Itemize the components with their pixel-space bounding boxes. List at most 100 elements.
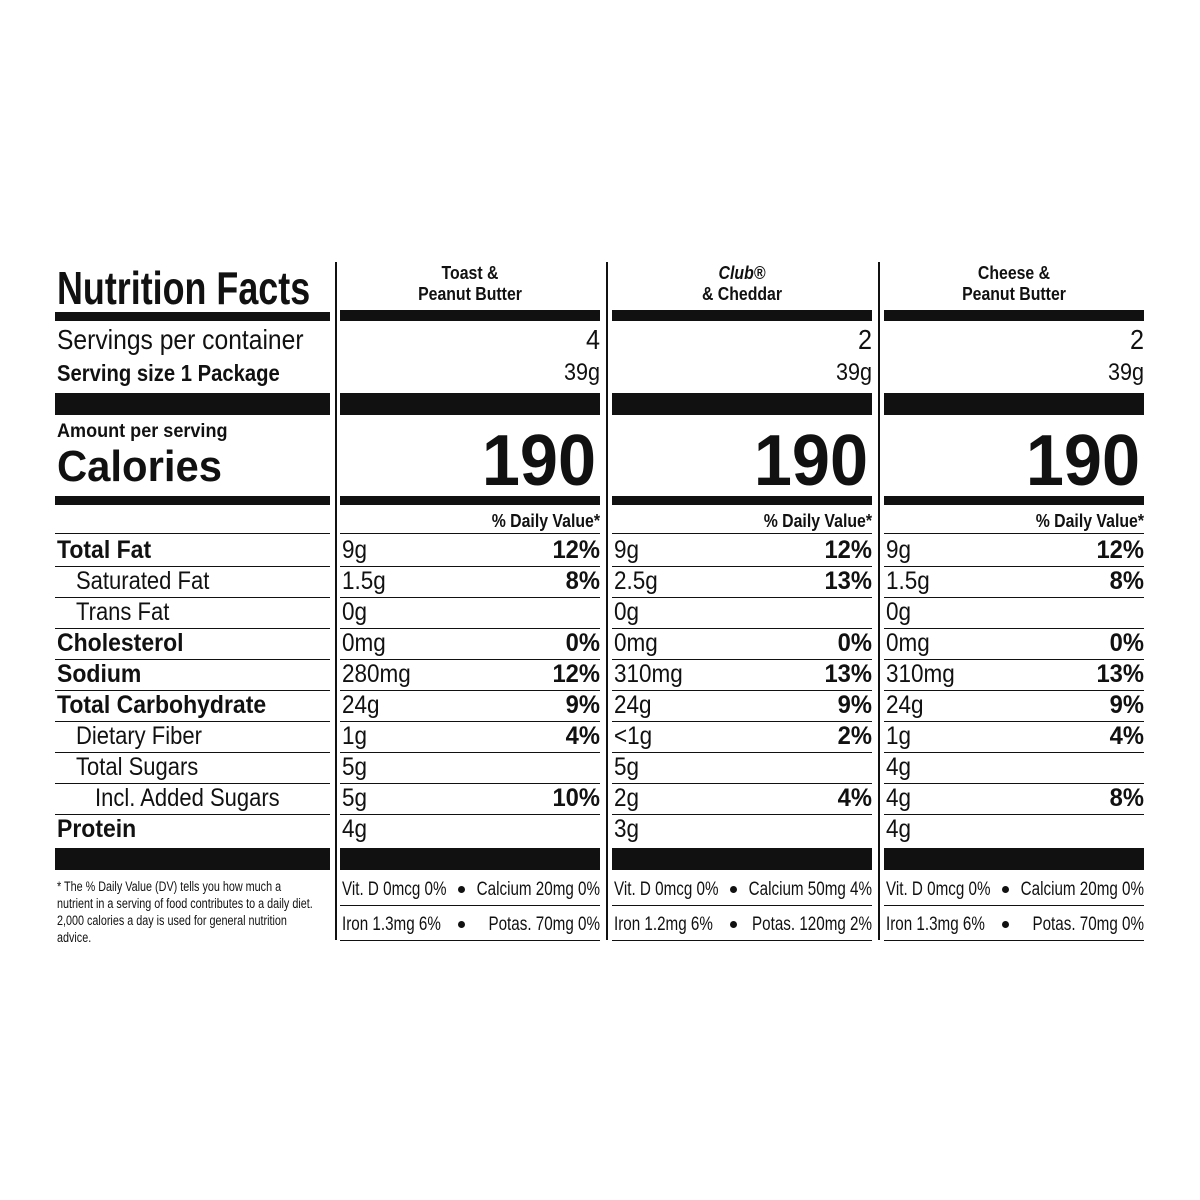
rule: [340, 393, 600, 415]
nutrient-name: Incl. Added Sugars: [95, 783, 280, 812]
amount: 9g: [342, 535, 368, 564]
product-name: Toast &: [441, 263, 499, 283]
rule: [884, 940, 1144, 941]
rule: [612, 393, 872, 415]
daily-value: 9%: [837, 690, 872, 719]
amount: 310mg: [886, 659, 955, 688]
servings-label: Servings per container: [57, 324, 304, 355]
amount: 1g: [886, 721, 912, 750]
rule: [340, 940, 600, 941]
rule: [884, 848, 1144, 870]
rule: [340, 628, 600, 629]
rule: [612, 905, 872, 906]
rule: [55, 312, 330, 321]
rule: [55, 393, 330, 415]
serving-size-value: 39g: [563, 359, 600, 386]
rule: [612, 533, 872, 534]
rule: [884, 905, 1144, 906]
rule: [884, 496, 1144, 505]
amount: 9g: [614, 535, 640, 564]
daily-value: 4%: [1109, 721, 1144, 750]
separator-dot: [730, 886, 737, 893]
rule: [612, 597, 872, 598]
amount: 5g: [342, 783, 368, 812]
rule: [55, 814, 330, 815]
amount: 2g: [614, 783, 640, 812]
servings-value: 2: [1129, 324, 1144, 355]
separator-dot: [730, 921, 737, 928]
dv-header: % Daily Value*: [763, 511, 872, 531]
rule: [612, 848, 872, 870]
daily-value: 13%: [824, 566, 872, 595]
product-name: Peanut Butter: [418, 284, 522, 304]
rule: [340, 721, 600, 722]
rule: [340, 533, 600, 534]
amount: 24g: [614, 690, 652, 719]
rule: [884, 566, 1144, 567]
vitamin: Calcium 20mg 0%: [476, 878, 600, 900]
amount: 5g: [342, 752, 368, 781]
rule: [55, 566, 330, 567]
rule: [884, 597, 1144, 598]
dv-header: % Daily Value*: [491, 511, 600, 531]
rule: [612, 310, 872, 321]
serving-size-value: 39g: [1107, 359, 1144, 386]
daily-value: 8%: [1109, 783, 1144, 812]
rule: [55, 659, 330, 660]
daily-value: 9%: [565, 690, 600, 719]
product-name: Cheese &: [977, 263, 1051, 283]
vitamin: Potas. 70mg 0%: [1032, 913, 1144, 935]
daily-value: 4%: [837, 783, 872, 812]
amount: <1g: [614, 721, 653, 750]
separator-dot: [1002, 886, 1009, 893]
rule: [884, 628, 1144, 629]
amount: 2.5g: [614, 566, 658, 595]
amount: 24g: [342, 690, 380, 719]
amount: 1g: [342, 721, 368, 750]
nutrient-name: Saturated Fat: [76, 566, 210, 595]
rule: [612, 814, 872, 815]
daily-value: 2%: [837, 721, 872, 750]
rule: [884, 310, 1144, 321]
rule: [884, 533, 1144, 534]
rule: [340, 597, 600, 598]
serving-size-label: Serving size 1 Package: [57, 359, 280, 386]
rule: [884, 814, 1144, 815]
rule: [612, 659, 872, 660]
rule: [884, 721, 1144, 722]
amount: 0mg: [614, 628, 658, 657]
separator-dot: [458, 886, 465, 893]
rule: [340, 814, 600, 815]
nutrient-name: Total Fat: [57, 535, 152, 564]
vitamin: Vit. D 0mcg 0%: [614, 878, 719, 900]
dv-header: % Daily Value*: [1035, 511, 1144, 531]
daily-value: 0%: [1109, 628, 1144, 657]
daily-value: 13%: [1096, 659, 1144, 688]
rule: [884, 659, 1144, 660]
rule: [612, 628, 872, 629]
vitamin: Calcium 50mg 4%: [748, 878, 872, 900]
rule: [612, 752, 872, 753]
vitamin: Calcium 20mg 0%: [1020, 878, 1144, 900]
rule: [340, 566, 600, 567]
calories-label: Calories: [57, 442, 222, 491]
rule: [340, 496, 600, 505]
nutrient-name: Dietary Fiber: [76, 721, 202, 750]
serving-size-value: 39g: [835, 359, 872, 386]
rule: [612, 783, 872, 784]
daily-value: 8%: [565, 566, 600, 595]
amount: 5g: [614, 752, 640, 781]
rule: [55, 533, 330, 534]
daily-value: 0%: [565, 628, 600, 657]
footnote: * The % Daily Value (DV) tells you how m…: [57, 879, 313, 945]
rule: [55, 848, 330, 870]
daily-value: 8%: [1109, 566, 1144, 595]
vitamin: Vit. D 0mcg 0%: [342, 878, 447, 900]
rule: [884, 783, 1144, 784]
amount: 3g: [614, 814, 640, 843]
rule: [335, 262, 337, 940]
servings-value: 4: [585, 324, 600, 355]
rule: [884, 393, 1144, 415]
calories-value: 190: [753, 421, 868, 501]
rule: [606, 262, 608, 940]
